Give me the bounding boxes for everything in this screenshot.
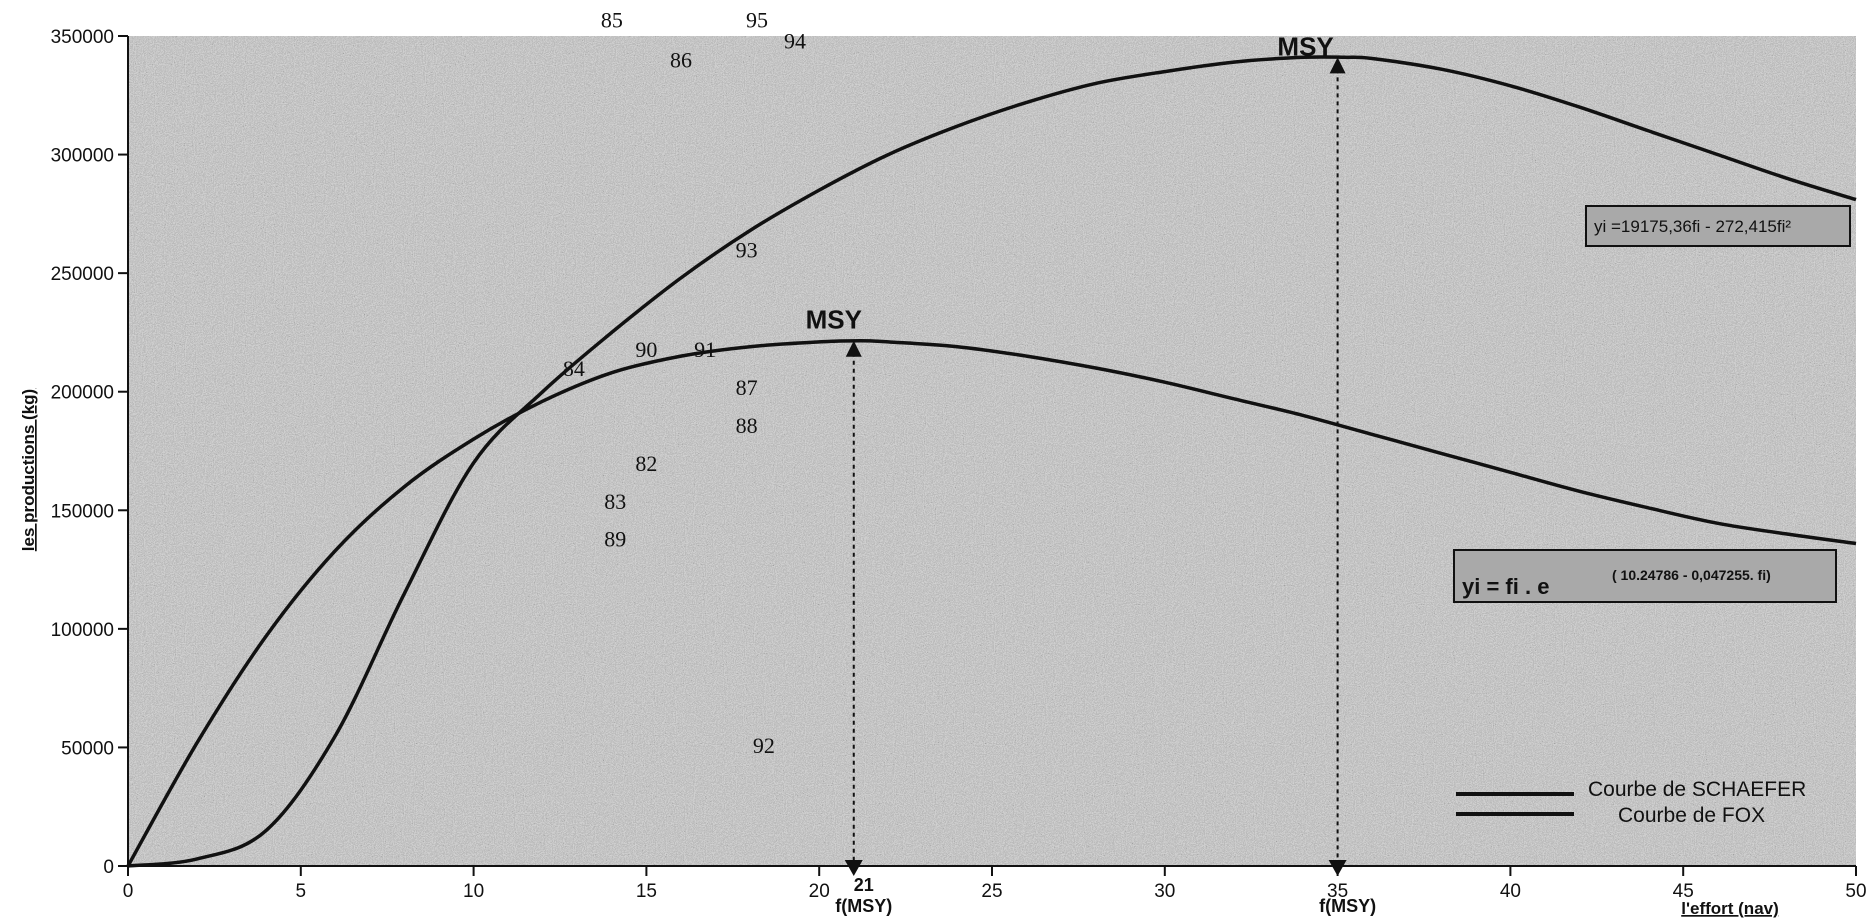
fox-equation-box: yi = fi . e ( 10.24786 - 0,047255. fi) xyxy=(1453,549,1837,603)
x-tick-label: 15 xyxy=(636,881,657,902)
msy-schaefer-label: MSY xyxy=(1277,31,1333,61)
msy-fox-label: MSY xyxy=(806,305,862,335)
x-tick-label: 35 xyxy=(1327,881,1348,902)
fmsy-fox-value: 21 xyxy=(854,875,874,895)
year-label-86: 86 xyxy=(670,48,692,73)
year-label-92: 92 xyxy=(753,733,775,758)
msy-layer xyxy=(844,57,1347,876)
fox-equation-exponent: ( 10.24786 - 0,047255. fi) xyxy=(1612,567,1771,583)
x-tick-label: 0 xyxy=(123,881,134,902)
schaefer-curve xyxy=(127,55,1857,868)
year-label-82: 82 xyxy=(635,451,657,476)
x-axis-title: l'effort (nav) xyxy=(1681,899,1779,918)
year-labels: 85 95 94 86 93 90 91 84 87 88 82 83 89 92 xyxy=(563,7,806,758)
year-label-88: 88 xyxy=(736,413,758,438)
schaefer-equation-box: yi =19175,36fi - 272,415fi² xyxy=(1585,205,1851,247)
y-tick-label: 0 xyxy=(103,857,114,878)
x-tick-label: 30 xyxy=(1154,881,1175,902)
x-tick-label: 10 xyxy=(463,881,484,902)
year-label-95: 95 xyxy=(746,7,768,32)
x-tick-label: 20 xyxy=(809,881,830,902)
year-label-94: 94 xyxy=(784,29,806,54)
year-label-87: 87 xyxy=(736,375,758,400)
plot-texture xyxy=(128,36,1856,866)
y-tick-label: 350000 xyxy=(51,27,114,48)
fox-curve xyxy=(126,338,1857,867)
msy-marker-down-fox xyxy=(844,860,863,876)
y-axis-title: les productions (kg) xyxy=(19,389,38,551)
y-tick-label: 250000 xyxy=(51,264,114,285)
y-tick-label: 100000 xyxy=(51,620,114,641)
year-label-89: 89 xyxy=(604,527,626,552)
x-tick-label: 50 xyxy=(1845,881,1866,902)
x-axis-ticks: 0 5 10 15 20 25 30 35 40 45 50 xyxy=(123,866,1867,902)
fmsy-fox-label: f(MSY) xyxy=(835,896,892,916)
year-label-83: 83 xyxy=(604,489,626,514)
fox-equation-main: yi = fi . e xyxy=(1462,574,1549,599)
legend-label-schaefer: Courbe de SCHAEFER xyxy=(1588,778,1806,801)
year-label-84: 84 xyxy=(563,356,585,381)
x-tick-label: 25 xyxy=(981,881,1002,902)
y-tick-label: 150000 xyxy=(51,501,114,522)
year-label-93: 93 xyxy=(736,237,758,262)
msy-marker-down-schaefer xyxy=(1328,860,1347,876)
y-tick-label: 300000 xyxy=(51,146,114,167)
legend-label-fox: Courbe de FOX xyxy=(1618,804,1765,827)
schaefer-equation: yi =19175,36fi - 272,415fi² xyxy=(1594,217,1791,236)
series-layer xyxy=(126,55,1857,868)
y-tick-label: 50000 xyxy=(61,738,114,759)
year-label-91: 91 xyxy=(694,337,716,362)
year-label-85: 85 xyxy=(601,7,623,32)
y-tick-label: 200000 xyxy=(51,383,114,404)
y-axis-ticks: 0 50000 100000 150000 200000 250000 300000 3500… xyxy=(51,27,128,878)
legend: Courbe de SCHAEFER Courbe de FOX xyxy=(1456,778,1806,827)
msy-marker-up-schaefer xyxy=(1329,57,1346,74)
x-tick-label: 5 xyxy=(296,881,307,902)
fmsy-schaefer-label: f(MSY) xyxy=(1319,896,1376,916)
x-tick-label: 45 xyxy=(1673,881,1694,902)
msy-marker-up-fox xyxy=(845,340,862,357)
year-label-90: 90 xyxy=(635,337,657,362)
x-tick-label: 40 xyxy=(1500,881,1521,902)
